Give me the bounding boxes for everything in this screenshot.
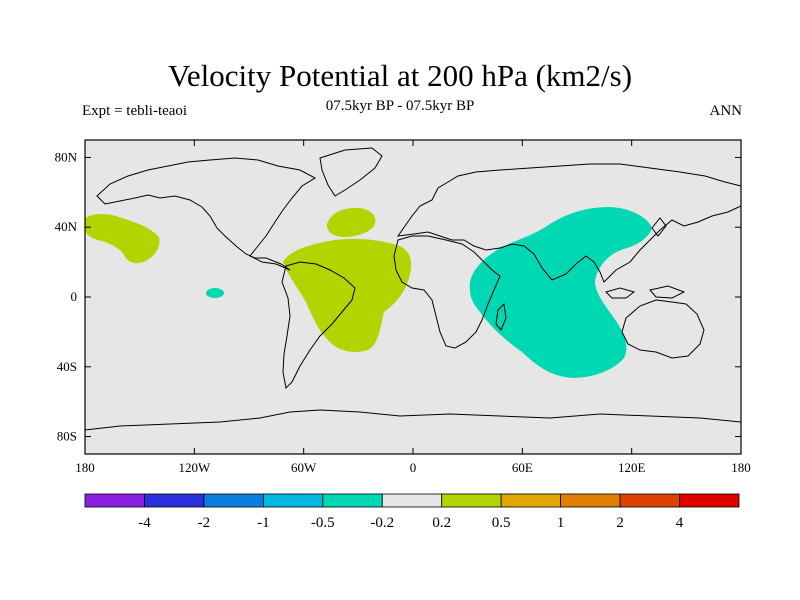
- season-label: ANN: [709, 103, 743, 119]
- coast-australia: [621, 299, 705, 359]
- positive-region-south-america-atlantic: [283, 238, 412, 352]
- colorbar-swatch: [203, 493, 264, 508]
- colorbar-swatch: [619, 493, 680, 508]
- negative-region-indian-ocean: [469, 207, 652, 378]
- colorbar-swatch: [262, 493, 324, 508]
- coast-greenland: [319, 147, 383, 197]
- axis-ticks: [84, 140, 742, 454]
- lon-tick-label: 120E: [618, 460, 646, 475]
- lat-tick-label: 80S: [57, 429, 77, 444]
- colorbar-label: -0.5: [311, 515, 335, 531]
- coastlines: [85, 147, 741, 431]
- colorbar-swatch: [144, 493, 205, 508]
- colorbar-label: 2: [616, 515, 624, 531]
- colorbar-swatch: [500, 493, 562, 508]
- positive-anomaly-regions: [85, 207, 412, 352]
- colorbar-label: 0.2: [432, 515, 451, 531]
- colorbar-label: -2: [198, 515, 211, 531]
- map-background: [85, 140, 741, 454]
- coast-eurasia: [396, 163, 741, 283]
- lat-tick-label: 0: [71, 289, 78, 304]
- map-subtitle: 07.5kyr BP - 07.5kyr BP: [325, 98, 475, 114]
- coast-africa: [393, 235, 501, 349]
- colorbar-label: -4: [138, 515, 151, 531]
- coast-indonesia: [605, 287, 636, 299]
- colorbar-swatch: [679, 493, 740, 508]
- lon-tick-label: 60W: [291, 460, 317, 475]
- coast-japan: [651, 217, 667, 237]
- coast-south-america: [281, 261, 356, 390]
- coast-new-guinea: [649, 285, 686, 299]
- lon-tick-label: 0: [410, 460, 417, 475]
- negative-anomaly-regions: [206, 207, 652, 378]
- lat-tick-label: 40N: [55, 219, 78, 234]
- lon-tick-label: 180: [731, 460, 751, 475]
- lon-tick-label: 180: [75, 460, 95, 475]
- colorbar-swatch: [560, 493, 621, 508]
- colorbar-label: -0.2: [370, 515, 394, 531]
- colorbar-label: 1: [557, 515, 565, 531]
- colorbar-swatch: [441, 493, 502, 508]
- coast-antarctica: [85, 409, 741, 431]
- lon-tick-label: 60E: [512, 460, 533, 475]
- map-title: Velocity Potential at 200 hPa (km2/s): [167, 58, 633, 93]
- negative-region-east-pacific: [206, 288, 224, 298]
- colorbar-label: -1: [257, 515, 270, 531]
- colorbar-swatch: [381, 493, 443, 508]
- lat-tick-label: 40S: [57, 359, 77, 374]
- lon-tick-label: 120W: [178, 460, 211, 475]
- colorbar-label: 4: [676, 515, 684, 531]
- coast-madagascar: [495, 302, 507, 331]
- lat-tick-label: 80N: [55, 149, 78, 164]
- colorbar-swatch: [84, 493, 145, 508]
- colorbar: -4 -2 -1 -0.5 -0.2 0.2 0.5 1 2 4: [84, 493, 740, 531]
- axis-tick-labels: 80N 40N 0 40S 80S 180 120W 60W 0 60E 120E 180: [55, 149, 751, 475]
- positive-region-north-pacific: [85, 213, 160, 264]
- colorbar-swatch: [322, 493, 383, 508]
- experiment-label: Expt = tebli-teaoi: [82, 103, 188, 119]
- positive-region-north-atlantic: [326, 207, 376, 237]
- coast-north-america: [96, 157, 317, 271]
- colorbar-label: 0.5: [492, 515, 511, 531]
